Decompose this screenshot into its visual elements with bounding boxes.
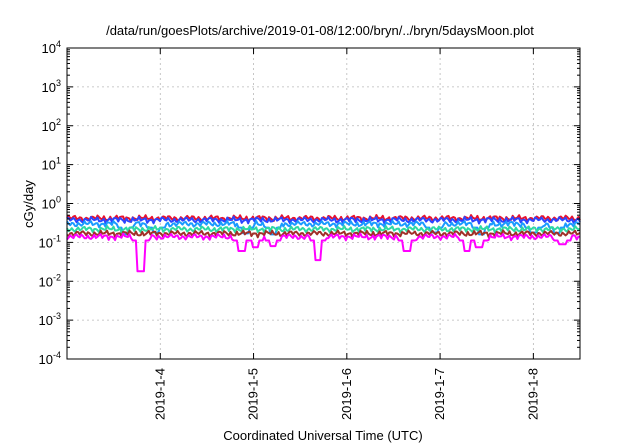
y-tick-label: 10-2 (39, 272, 61, 289)
y-tick-label: 104 (42, 39, 61, 56)
y-tick-label: 103 (42, 78, 61, 95)
grid-layer (67, 48, 580, 359)
x-tick-label: 2019-1-8 (525, 368, 540, 420)
y-tick-label: 10-1 (39, 233, 61, 250)
series-line (66, 215, 581, 225)
x-tick-label: 2019-1-7 (432, 368, 447, 420)
x-axis-label: Coordinated Universal Time (UTC) (223, 428, 422, 443)
y-axis-label: cGy/day (21, 180, 36, 228)
x-tick-label: 2019-1-5 (246, 368, 261, 420)
y-tick-label: 100 (42, 195, 61, 212)
chart-title: /data/run/goesPlots/archive/2019-01-08/1… (106, 23, 534, 38)
y-tick-label: 10-3 (39, 311, 61, 328)
axis-layer: 10-4 10-3 10-2 10-1 100 101 102 103 104 2019-1-4 2… (39, 39, 580, 420)
x-tick-label: 2019-1-6 (339, 368, 354, 420)
x-tick-label: 2019-1-4 (152, 368, 167, 420)
y-tick-label: 101 (42, 156, 61, 173)
series-line (66, 224, 581, 234)
series-line (66, 232, 580, 273)
series-layer (66, 214, 581, 273)
series-line (66, 214, 581, 223)
y-tick-label: 10-4 (39, 350, 61, 367)
series-line (66, 229, 581, 239)
y-tick-label: 102 (42, 117, 61, 134)
